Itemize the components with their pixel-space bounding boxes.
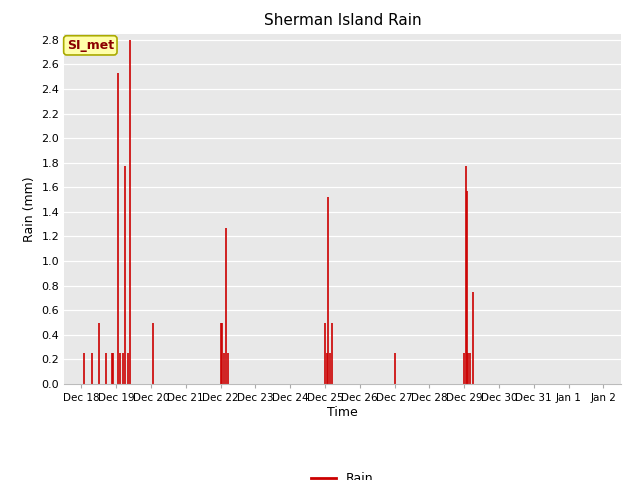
X-axis label: Time: Time	[327, 406, 358, 419]
Title: Sherman Island Rain: Sherman Island Rain	[264, 13, 421, 28]
Legend: Rain: Rain	[306, 468, 379, 480]
Y-axis label: Rain (mm): Rain (mm)	[22, 176, 36, 241]
Text: SI_met: SI_met	[67, 39, 114, 52]
